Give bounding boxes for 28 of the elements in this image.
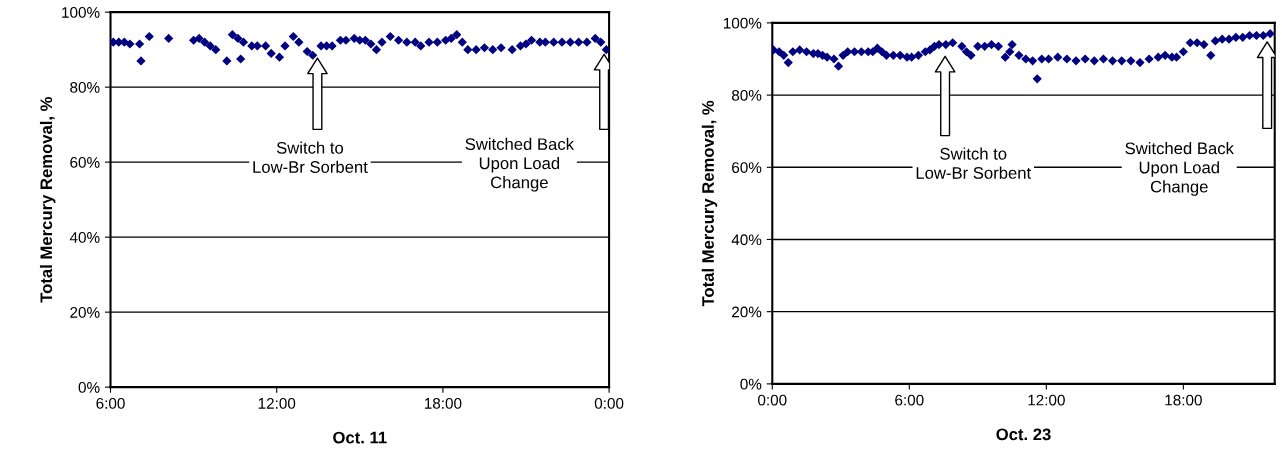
y-tick-label: 100% <box>723 17 762 29</box>
y-tick-label: 80% <box>70 82 100 93</box>
x-tick-label: 12:00 <box>1028 394 1065 406</box>
y-tick-label: 40% <box>69 232 100 243</box>
annotation: Switched Back Upon Load Change <box>465 137 575 192</box>
x-tick-label: 6:00 <box>895 394 924 406</box>
y-tick-label: 100% <box>62 7 100 18</box>
y-axis-title: Total Mercury Removal, % <box>701 100 718 307</box>
x-tick-label: 0:00 <box>594 397 624 409</box>
y-tick-label: 60% <box>732 162 762 173</box>
y-tick-label: 20% <box>70 307 100 318</box>
x-tick-label: 0:00 <box>758 394 787 406</box>
y-tick-label: 20% <box>732 306 762 318</box>
y-axis-title: Total Mercury Removal, % <box>39 96 56 303</box>
x-axis-title: Oct. 23 <box>996 428 1051 441</box>
annotation: Switch to Low-Br Sorbent <box>253 141 368 173</box>
y-tick-label: 80% <box>731 89 762 101</box>
annotation: Switched Back Upon Load Change <box>1125 142 1234 196</box>
y-tick-label: 0% <box>78 382 100 393</box>
y-tick-label: 40% <box>731 234 762 246</box>
x-tick-label: 6:00 <box>96 397 125 409</box>
y-tick-label: 0% <box>740 378 762 390</box>
x-tick-label: 18:00 <box>1165 394 1202 406</box>
y-tick-label: 60% <box>70 157 100 168</box>
annotation: Switch to Low-Br Sorbent <box>916 147 1032 179</box>
x-tick-label: 12:00 <box>258 397 296 409</box>
x-tick-label: 18:00 <box>424 397 462 409</box>
x-axis-title: Oct. 11 <box>333 431 387 444</box>
